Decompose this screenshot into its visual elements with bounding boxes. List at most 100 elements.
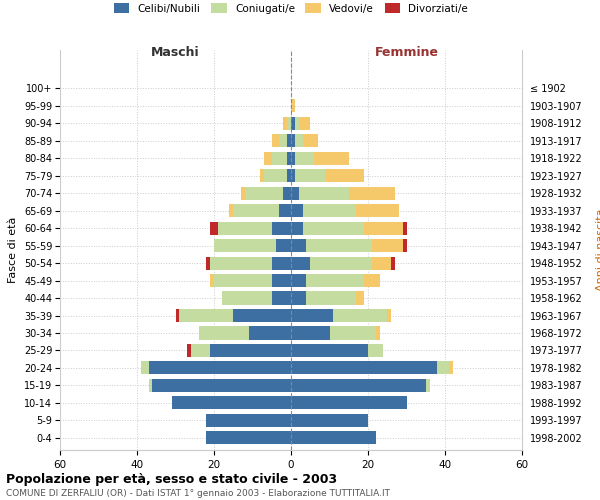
Bar bbox=[299, 117, 310, 130]
Bar bbox=[291, 379, 426, 392]
Bar bbox=[329, 326, 376, 340]
Bar bbox=[403, 239, 407, 252]
Bar bbox=[291, 256, 310, 270]
Bar bbox=[206, 256, 210, 270]
Bar bbox=[307, 239, 372, 252]
Bar bbox=[291, 292, 307, 304]
Bar bbox=[291, 169, 295, 182]
Bar bbox=[176, 309, 179, 322]
Bar bbox=[275, 239, 291, 252]
Bar bbox=[280, 134, 287, 147]
Bar bbox=[149, 379, 152, 392]
Bar bbox=[372, 256, 391, 270]
Bar bbox=[291, 309, 334, 322]
Bar bbox=[272, 292, 291, 304]
Bar bbox=[299, 186, 349, 200]
Bar bbox=[356, 292, 364, 304]
Bar bbox=[264, 169, 287, 182]
Bar bbox=[283, 117, 287, 130]
Bar bbox=[287, 169, 291, 182]
Bar bbox=[280, 204, 291, 217]
Bar bbox=[349, 186, 395, 200]
Bar bbox=[307, 274, 364, 287]
Bar bbox=[437, 362, 449, 374]
Bar bbox=[179, 309, 233, 322]
Bar bbox=[326, 169, 364, 182]
Bar bbox=[272, 134, 280, 147]
Bar bbox=[295, 152, 314, 165]
Bar bbox=[291, 204, 302, 217]
Bar bbox=[291, 344, 368, 357]
Bar bbox=[291, 100, 295, 112]
Bar bbox=[241, 186, 245, 200]
Bar bbox=[310, 256, 372, 270]
Text: Femmine: Femmine bbox=[374, 46, 439, 59]
Bar bbox=[291, 239, 307, 252]
Bar bbox=[372, 239, 403, 252]
Bar bbox=[291, 362, 437, 374]
Bar bbox=[172, 396, 291, 409]
Text: Popolazione per età, sesso e stato civile - 2003: Popolazione per età, sesso e stato civil… bbox=[6, 472, 337, 486]
Bar bbox=[287, 117, 291, 130]
Bar bbox=[206, 431, 291, 444]
Bar bbox=[403, 222, 407, 234]
Bar bbox=[245, 186, 283, 200]
Bar bbox=[334, 309, 387, 322]
Bar bbox=[287, 152, 291, 165]
Bar bbox=[218, 222, 272, 234]
Bar bbox=[248, 326, 291, 340]
Bar bbox=[272, 222, 291, 234]
Bar bbox=[291, 396, 407, 409]
Bar bbox=[364, 222, 403, 234]
Bar bbox=[302, 204, 356, 217]
Y-axis label: Anni di nascita: Anni di nascita bbox=[596, 209, 600, 291]
Bar bbox=[199, 326, 248, 340]
Bar bbox=[291, 222, 302, 234]
Bar bbox=[260, 169, 264, 182]
Bar bbox=[206, 414, 291, 427]
Bar bbox=[295, 134, 302, 147]
Bar bbox=[272, 256, 291, 270]
Bar bbox=[391, 256, 395, 270]
Bar bbox=[210, 344, 291, 357]
Bar bbox=[149, 362, 291, 374]
Bar bbox=[141, 362, 149, 374]
Bar bbox=[356, 204, 399, 217]
Bar bbox=[191, 344, 210, 357]
Y-axis label: Fasce di età: Fasce di età bbox=[8, 217, 19, 283]
Bar bbox=[302, 222, 364, 234]
Bar bbox=[307, 292, 356, 304]
Bar bbox=[152, 379, 291, 392]
Bar bbox=[364, 274, 380, 287]
Bar bbox=[387, 309, 391, 322]
Text: COMUNE DI ZERFALIU (OR) - Dati ISTAT 1° gennaio 2003 - Elaborazione TUTTITALIA.I: COMUNE DI ZERFALIU (OR) - Dati ISTAT 1° … bbox=[6, 489, 390, 498]
Bar bbox=[287, 134, 291, 147]
Bar bbox=[229, 204, 233, 217]
Bar bbox=[291, 431, 376, 444]
Bar bbox=[291, 326, 329, 340]
Bar bbox=[187, 344, 191, 357]
Bar bbox=[272, 274, 291, 287]
Bar bbox=[291, 186, 299, 200]
Bar bbox=[214, 239, 275, 252]
Bar bbox=[314, 152, 349, 165]
Bar bbox=[264, 152, 272, 165]
Bar bbox=[210, 222, 218, 234]
Bar bbox=[426, 379, 430, 392]
Bar bbox=[291, 152, 295, 165]
Bar bbox=[222, 292, 272, 304]
Bar bbox=[449, 362, 453, 374]
Bar bbox=[291, 134, 295, 147]
Bar bbox=[214, 274, 272, 287]
Legend: Celibi/Nubili, Coniugati/e, Vedovi/e, Divorziati/e: Celibi/Nubili, Coniugati/e, Vedovi/e, Di… bbox=[110, 0, 472, 18]
Bar bbox=[272, 152, 287, 165]
Bar bbox=[233, 204, 280, 217]
Bar bbox=[210, 274, 214, 287]
Text: Maschi: Maschi bbox=[151, 46, 200, 59]
Bar bbox=[210, 256, 272, 270]
Bar bbox=[283, 186, 291, 200]
Bar bbox=[368, 344, 383, 357]
Bar bbox=[376, 326, 380, 340]
Bar bbox=[302, 134, 318, 147]
Bar bbox=[291, 274, 307, 287]
